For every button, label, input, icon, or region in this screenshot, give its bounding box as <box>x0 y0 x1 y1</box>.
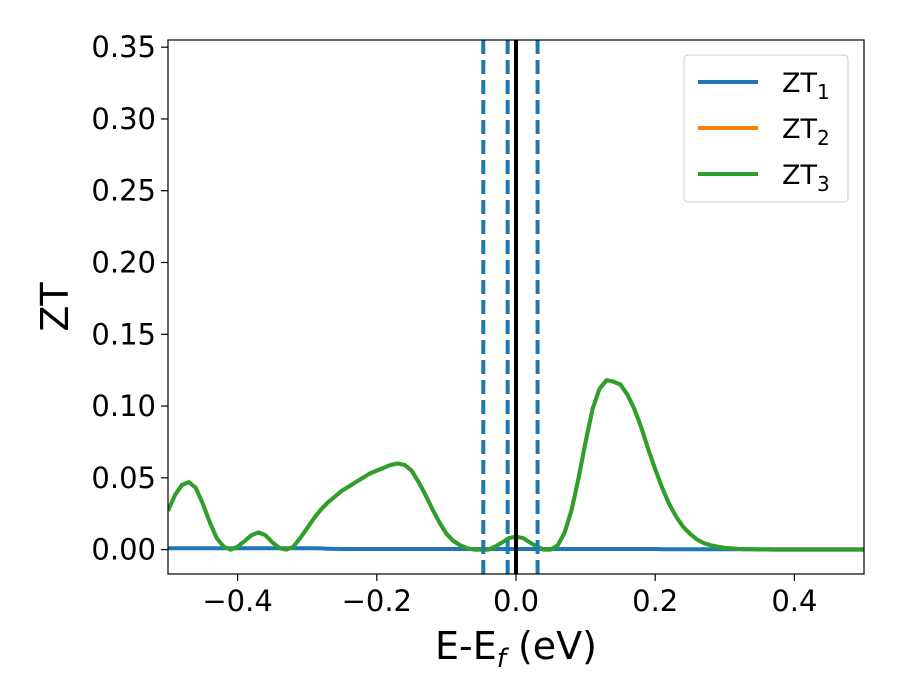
y-tick-label: 0.00 <box>91 533 156 567</box>
y-tick-label: 0.25 <box>91 174 156 208</box>
x-tick-label: −0.2 <box>342 584 412 618</box>
series-line-zt-3 <box>168 378 864 552</box>
y-tick-label: 0.10 <box>91 389 156 423</box>
legend-label: ZT3 <box>782 160 830 196</box>
legend-label: ZT1 <box>782 68 830 104</box>
x-tick-label: 0.2 <box>632 584 678 618</box>
y-tick-label: 0.20 <box>91 246 156 280</box>
legend-label-subscript: 3 <box>817 172 830 196</box>
y-axis-ticks: 0.00 0.05 0.10 0.15 0.20 0.25 0.30 0.35 <box>91 30 168 567</box>
x-axis-title-unit: (eV) <box>506 624 597 668</box>
y-tick-label: 0.30 <box>91 102 156 136</box>
legend-label-main: ZT <box>782 114 817 145</box>
x-tick-label: 0.0 <box>493 584 539 618</box>
x-tick-label: −0.4 <box>202 584 272 618</box>
legend-frame <box>683 54 849 203</box>
plot-lines <box>168 378 864 552</box>
legend-label-subscript: 2 <box>817 126 830 150</box>
x-axis-title-main: E-E <box>435 624 497 668</box>
y-axis-title: ZT <box>33 282 77 332</box>
legend-label-main: ZT <box>782 68 817 99</box>
y-tick-label: 0.05 <box>91 461 156 495</box>
vertical-reference-lines <box>481 40 540 574</box>
x-axis-title: E-Ef (eV) <box>435 624 597 674</box>
legend-label: ZT2 <box>782 114 830 150</box>
legend-label-main: ZT <box>782 160 817 191</box>
x-tick-label: 0.4 <box>771 584 817 618</box>
legend-label-subscript: 1 <box>817 80 830 104</box>
x-axis-ticks: −0.4 −0.2 0.0 0.2 0.4 <box>202 574 817 618</box>
y-tick-label: 0.15 <box>91 317 156 351</box>
y-tick-label: 0.35 <box>91 30 156 64</box>
